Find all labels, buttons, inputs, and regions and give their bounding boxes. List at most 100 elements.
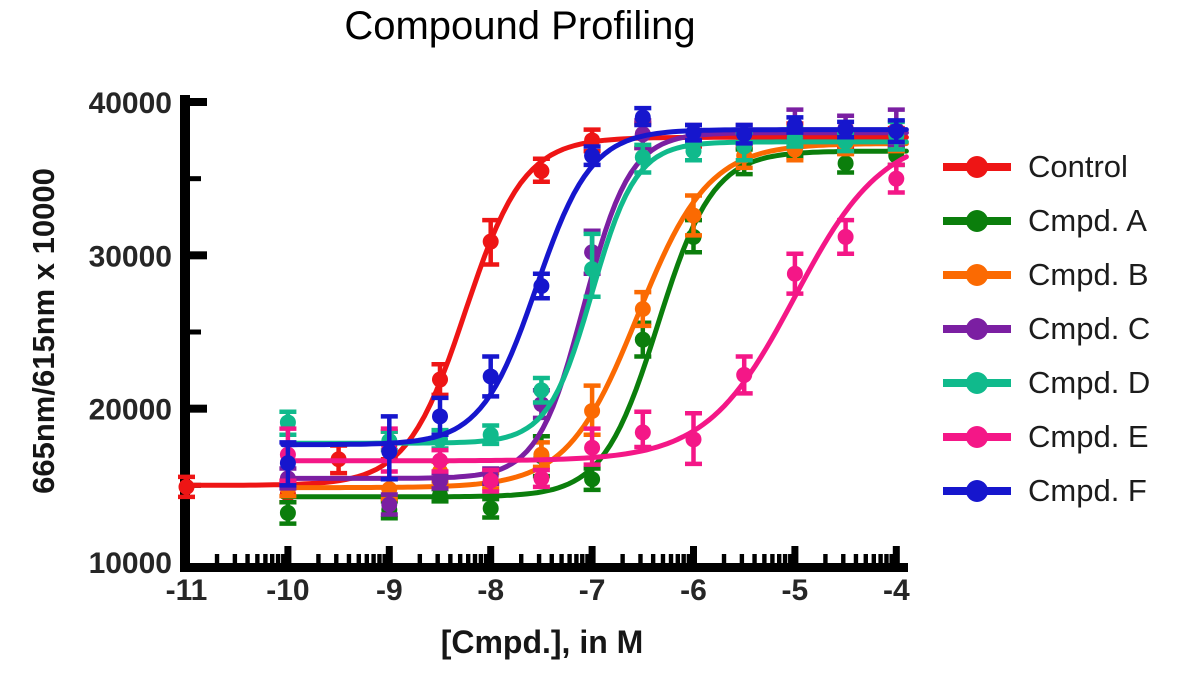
data-point bbox=[685, 207, 702, 224]
data-point bbox=[584, 439, 601, 456]
y-major-tick bbox=[190, 251, 207, 260]
data-point bbox=[533, 278, 550, 294]
x-minor-tick bbox=[457, 554, 463, 563]
x-minor-tick bbox=[585, 554, 590, 563]
legend-label: Cmpd. A bbox=[1028, 203, 1147, 238]
x-minor-tick bbox=[371, 554, 376, 563]
axes bbox=[180, 95, 908, 572]
data-point bbox=[533, 163, 550, 179]
data-point bbox=[685, 431, 702, 448]
x-minor-tick bbox=[316, 554, 321, 563]
x-tick-label: -9 bbox=[376, 574, 403, 607]
y-major-tick bbox=[190, 98, 207, 106]
x-minor-tick bbox=[466, 554, 471, 563]
x-minor-tick bbox=[853, 554, 859, 563]
data-point bbox=[381, 443, 398, 460]
x-minor-tick bbox=[721, 554, 727, 563]
data-point bbox=[279, 504, 296, 521]
legend-marker bbox=[966, 480, 988, 502]
x-tick-label: -7 bbox=[579, 574, 606, 607]
legend-label: Cmpd. B bbox=[1028, 257, 1149, 292]
data-point bbox=[381, 496, 398, 513]
x-minor-tick bbox=[472, 554, 478, 563]
x-tick-label: -5 bbox=[782, 574, 809, 607]
legend-item-cmpd-f: Cmpd. F bbox=[942, 464, 1150, 518]
x-major-tick bbox=[284, 546, 292, 563]
x-minor-tick bbox=[752, 554, 757, 563]
data-point bbox=[533, 470, 550, 487]
data-point bbox=[482, 472, 499, 489]
x-minor-tick bbox=[382, 554, 387, 563]
x-major-tick bbox=[892, 546, 900, 563]
x-minor-tick bbox=[417, 554, 423, 563]
x-minor-tick bbox=[681, 554, 686, 563]
x-minor-tick bbox=[232, 554, 238, 563]
x-tick-labels: -11 -10 -9 -8 -7 -6 -5 -4 bbox=[166, 574, 910, 607]
x-minor-tick bbox=[841, 554, 846, 563]
data-point bbox=[279, 455, 296, 472]
x-minor-tick bbox=[435, 554, 440, 563]
series-cmpd-f bbox=[279, 105, 909, 488]
x-major-tick bbox=[487, 546, 495, 563]
legend-label: Cmpd. E bbox=[1028, 419, 1149, 454]
legend-marker bbox=[966, 264, 988, 286]
data-point bbox=[634, 149, 651, 166]
x-minor-tick bbox=[788, 554, 793, 563]
legend-label: Cmpd. C bbox=[1028, 311, 1151, 346]
x-minor-tick bbox=[519, 554, 524, 563]
x-minor-tick bbox=[536, 554, 542, 563]
y-axis-line bbox=[180, 95, 190, 572]
x-axis-line bbox=[180, 563, 908, 572]
x-minor-tick bbox=[281, 554, 286, 563]
data-point bbox=[482, 500, 499, 517]
x-minor-tick bbox=[269, 554, 275, 563]
legend-swatch-cmpd-a bbox=[943, 210, 1011, 232]
data-point bbox=[736, 366, 753, 383]
x-major-tick bbox=[183, 546, 190, 563]
data-point bbox=[584, 471, 601, 488]
x-minor-tick bbox=[776, 554, 782, 563]
legend-swatch-cmpd-e bbox=[943, 426, 1011, 448]
data-point bbox=[634, 424, 651, 441]
legend-item-cmpd-d: Cmpd. D bbox=[942, 356, 1150, 410]
x-minor-tick bbox=[549, 554, 554, 563]
data-point bbox=[482, 426, 499, 443]
x-minor-tick bbox=[214, 554, 220, 563]
x-minor-tick bbox=[782, 554, 788, 563]
x-minor-tick bbox=[863, 554, 868, 563]
data-point bbox=[888, 123, 905, 140]
data-point bbox=[178, 478, 195, 495]
y-ticks bbox=[190, 98, 207, 488]
x-minor-tick bbox=[871, 554, 877, 563]
y-tick-label: 10000 bbox=[89, 547, 172, 580]
legend-marker bbox=[966, 426, 988, 448]
legend-label: Control bbox=[1028, 149, 1128, 184]
x-minor-tick bbox=[878, 554, 883, 563]
legend-item-cmpd-e: Cmpd. E bbox=[942, 410, 1150, 464]
x-minor-tick bbox=[263, 554, 268, 563]
legend-label: Cmpd. D bbox=[1028, 365, 1151, 400]
data-point bbox=[584, 261, 601, 278]
x-minor-tick bbox=[884, 554, 889, 563]
y-tick-labels: 10000 20000 30000 40000 bbox=[89, 87, 172, 580]
data-point bbox=[432, 472, 448, 489]
data-point bbox=[837, 155, 854, 172]
data-point bbox=[888, 170, 905, 187]
x-minor-tick bbox=[638, 554, 643, 563]
x-minor-tick bbox=[245, 554, 250, 563]
legend-item-cmpd-a: Cmpd. A bbox=[942, 194, 1150, 248]
data-point bbox=[736, 126, 753, 143]
data-point bbox=[685, 124, 702, 141]
data-point bbox=[584, 147, 601, 164]
chart-title: Compound Profiling bbox=[344, 4, 696, 48]
data-point bbox=[837, 228, 854, 245]
data-point bbox=[786, 117, 803, 133]
data-point bbox=[482, 233, 499, 250]
x-minor-tick bbox=[823, 554, 828, 563]
x-minor-tick bbox=[668, 554, 674, 563]
data-point bbox=[634, 301, 651, 317]
legend-marker bbox=[966, 372, 988, 394]
data-point bbox=[432, 371, 448, 388]
legend-swatch-cmpd-c bbox=[943, 318, 1011, 340]
